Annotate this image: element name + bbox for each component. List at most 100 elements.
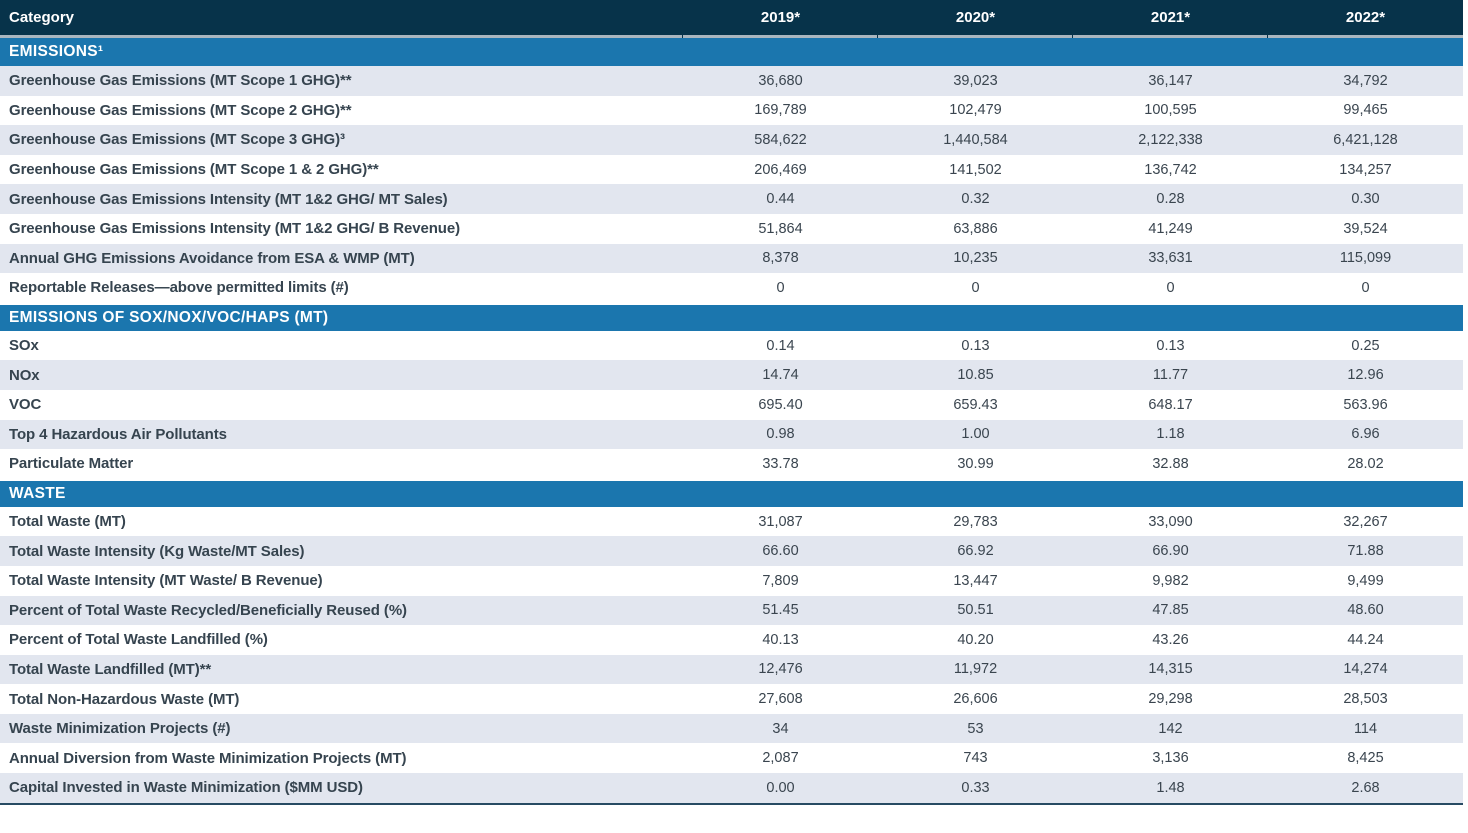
- row-label: Reportable Releases—above permitted limi…: [9, 279, 349, 297]
- row-value: 169,789: [754, 102, 807, 119]
- row-value: 8,425: [1347, 750, 1384, 767]
- table-row: Percent of Total Waste Recycled/Benefici…: [0, 595, 1463, 626]
- row-value: 0.30: [1351, 191, 1380, 208]
- table-row: Greenhouse Gas Emissions Intensity (MT 1…: [0, 213, 1463, 244]
- row-label: Greenhouse Gas Emissions Intensity (MT 1…: [9, 220, 460, 238]
- table-row: Total Non-Hazardous Waste (MT) 27,608 26,6…: [0, 684, 1463, 714]
- section-header: EMISSIONS¹: [0, 38, 1463, 66]
- row-value: 0.25: [1351, 337, 1380, 354]
- column-header-year: 2020*: [955, 9, 996, 26]
- row-value: 40.13: [762, 631, 799, 648]
- table-row: Percent of Total Waste Landfilled (%) 40.…: [0, 625, 1463, 655]
- row-label: Top 4 Hazardous Air Pollutants: [9, 425, 227, 443]
- row-value: 43.26: [1152, 631, 1189, 648]
- row-value: 1.00: [961, 426, 990, 443]
- row-label: Greenhouse Gas Emissions (MT Scope 1 GHG…: [9, 72, 352, 90]
- row-value: 0.98: [766, 426, 795, 443]
- row-label: Total Waste Landfilled (MT)**: [9, 660, 212, 678]
- row-value: 743: [963, 750, 988, 767]
- row-value: 0.14: [766, 337, 795, 354]
- row-label: Total Waste Intensity (Kg Waste/MT Sales…: [9, 542, 305, 560]
- row-value: 0.32: [961, 191, 990, 208]
- row-value: 1.48: [1156, 779, 1185, 796]
- row-value: 14,274: [1343, 661, 1388, 678]
- row-label: Greenhouse Gas Emissions (MT Scope 3 GHG…: [9, 131, 345, 149]
- column-header-year: 2022*: [1345, 9, 1386, 26]
- row-label: Total Non-Hazardous Waste (MT): [9, 690, 240, 708]
- row-value: 1,440,584: [943, 131, 1008, 148]
- table-bottom-border: [0, 802, 1463, 805]
- row-value: 1.18: [1156, 426, 1185, 443]
- row-value: 71.88: [1347, 543, 1384, 560]
- table-row: Particulate Matter 33.78 30.99 32.88 28.02: [0, 449, 1463, 479]
- row-value: 6.96: [1351, 426, 1380, 443]
- row-label: Capital Invested in Waste Minimization (…: [9, 779, 363, 797]
- table-row: Reportable Releases—above permitted limi…: [0, 273, 1463, 303]
- row-value: 29,783: [953, 513, 998, 530]
- row-value: 28,503: [1343, 691, 1388, 708]
- row-value: 50.51: [957, 602, 994, 619]
- row-value: 0.44: [766, 191, 795, 208]
- section-header-title: WASTE: [9, 484, 66, 502]
- row-label: Total Waste Intensity (MT Waste/ B Reven…: [9, 572, 323, 590]
- row-value: 9,982: [1152, 572, 1189, 589]
- table-row: Annual GHG Emissions Avoidance from ESA …: [0, 243, 1463, 274]
- row-value: 7,809: [762, 572, 799, 589]
- row-value: 14.74: [762, 367, 799, 384]
- row-value: 136,742: [1144, 161, 1197, 178]
- row-value: 11,972: [953, 661, 998, 678]
- row-value: 51,864: [758, 220, 803, 237]
- row-value: 14,315: [1148, 661, 1193, 678]
- header-separator-segment: [878, 35, 1072, 38]
- table-row: SOx 0.14 0.13 0.13 0.25: [0, 330, 1463, 361]
- column-header-year: 2019*: [760, 9, 801, 26]
- row-value: 0.13: [1156, 337, 1185, 354]
- row-value: 44.24: [1347, 631, 1384, 648]
- row-value: 12.96: [1347, 367, 1384, 384]
- table-row: Waste Minimization Projects (#) 34 53 142 11…: [0, 713, 1463, 744]
- table-row: Total Waste Landfilled (MT)** 12,476 11,97…: [0, 654, 1463, 685]
- table-row: Top 4 Hazardous Air Pollutants 0.98 1.00 1.…: [0, 419, 1463, 450]
- row-value: 648.17: [1148, 396, 1193, 413]
- row-value: 39,023: [953, 72, 998, 89]
- table-body: EMISSIONS¹ Greenhouse Gas Emissions (MT S…: [0, 38, 1463, 803]
- row-value: 8,378: [762, 250, 799, 267]
- row-value: 0: [971, 279, 980, 296]
- row-value: 30.99: [957, 455, 994, 472]
- row-value: 51.45: [762, 602, 799, 619]
- row-value: 34,792: [1343, 72, 1388, 89]
- header-separator-line: [0, 35, 1463, 38]
- row-label: Waste Minimization Projects (#): [9, 720, 231, 738]
- row-label: Greenhouse Gas Emissions (MT Scope 2 GHG…: [9, 101, 352, 119]
- row-value: 114: [1353, 720, 1378, 737]
- header-separator-segment: [0, 35, 682, 38]
- row-value: 0: [1166, 279, 1175, 296]
- row-value: 2,122,338: [1138, 131, 1203, 148]
- row-value: 27,608: [758, 691, 803, 708]
- row-value: 34: [772, 720, 789, 737]
- row-value: 41,249: [1148, 220, 1193, 237]
- row-value: 134,257: [1339, 161, 1392, 178]
- row-value: 36,680: [758, 72, 803, 89]
- row-value: 6,421,128: [1333, 131, 1398, 148]
- row-label: SOx: [9, 337, 39, 355]
- row-value: 11.77: [1152, 367, 1189, 384]
- table-header-row: Category 2019* 2020* 2021* 2022*: [0, 0, 1463, 35]
- row-value: 33,090: [1148, 513, 1193, 530]
- table-row: Greenhouse Gas Emissions (MT Scope 3 GHG…: [0, 125, 1463, 155]
- row-value: 0: [776, 279, 785, 296]
- row-value: 36,147: [1148, 72, 1193, 89]
- row-value: 47.85: [1152, 602, 1189, 619]
- row-value: 100,595: [1144, 102, 1197, 119]
- row-value: 10,235: [953, 250, 998, 267]
- row-label: VOC: [9, 396, 42, 414]
- row-value: 31,087: [758, 513, 803, 530]
- row-value: 695.40: [758, 396, 803, 413]
- row-value: 39,524: [1343, 220, 1388, 237]
- table-row: Greenhouse Gas Emissions (MT Scope 1 & 2…: [0, 154, 1463, 185]
- row-value: 0.33: [961, 779, 990, 796]
- row-value: 12,476: [758, 661, 803, 678]
- header-separator-segment: [1268, 35, 1463, 38]
- row-label: Particulate Matter: [9, 455, 134, 473]
- row-value: 10.85: [957, 367, 994, 384]
